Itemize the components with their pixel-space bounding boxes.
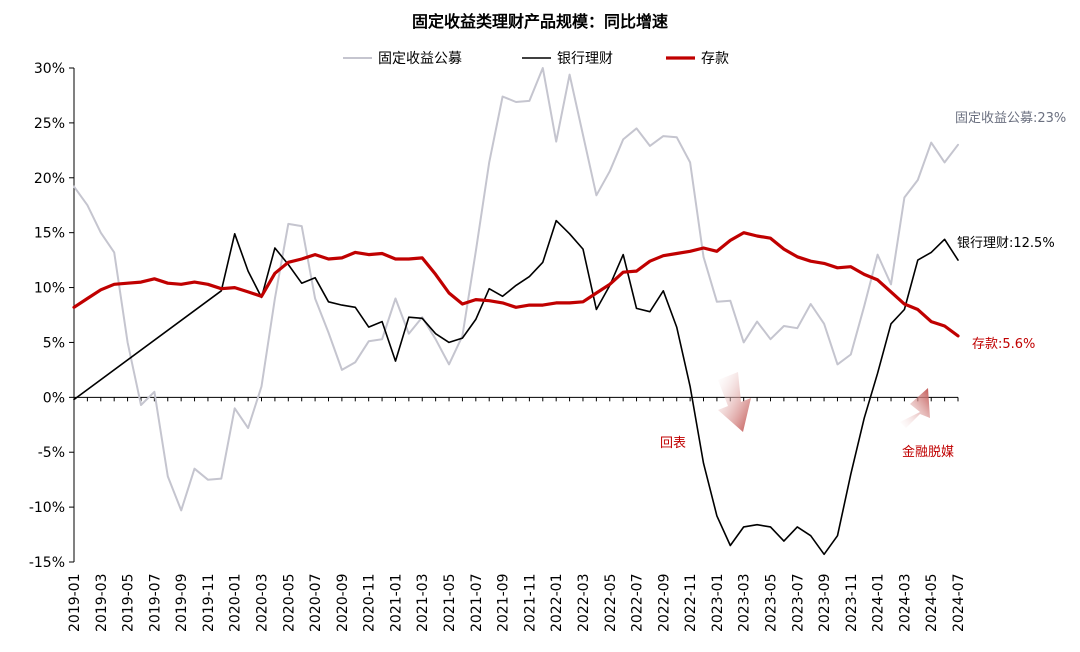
x-tick-label: 2020-07 [308,574,324,633]
legend: 固定收益公募 银行理财 存款 [343,51,729,67]
x-tick-label: 2021-05 [442,574,458,633]
x-tick-label: 2020-09 [335,574,351,633]
y-tick-label: -15% [29,555,65,571]
x-tick-label: 2023-07 [790,574,806,633]
y-tick-label: 10% [34,281,65,297]
annotation-disintermediation: 金融脱媒 [902,444,954,460]
x-tick-label: 2019-07 [147,574,163,633]
x-tick-label: 2020-01 [228,574,244,633]
axes: 30% 25% 20% 15% 10% 5% 0% -5% -10% -15%2019-01 201… [29,61,967,632]
x-tick-label: 2024-01 [871,574,887,633]
series-fixed-income-line [73,67,959,512]
x-tick-label: 2021-01 [388,574,404,633]
y-tick-label: -10% [29,500,65,516]
x-tick-label: 2022-07 [630,574,646,633]
end-label-bank-wealth: 银行理财:12.5% [957,236,1055,251]
x-tick-label: 2023-01 [710,574,726,633]
x-tick-label: 2019-03 [94,574,110,633]
x-tick-label: 2023-03 [737,574,753,633]
x-tick-label: 2022-03 [576,574,592,633]
end-label-deposit: 存款:5.6% [972,337,1035,352]
x-tick-label: 2019-05 [121,574,137,633]
x-tick-label: 2021-11 [522,574,538,633]
series-bank-wealth-line [73,219,959,556]
x-tick-label: 2022-05 [603,574,619,633]
x-tick-label: 2023-09 [817,574,833,633]
end-label-fixed-income: 固定收益公募:23% [955,111,1066,126]
x-tick-label: 2023-11 [844,574,860,633]
x-tick-label: 2021-03 [415,574,431,633]
y-tick-label: 15% [34,226,65,242]
x-tick-label: 2021-09 [496,574,512,633]
x-tick-label: 2022-09 [656,574,672,633]
y-tick-label: 0% [43,390,65,406]
arrow-down-icon [718,372,751,432]
x-tick-label: 2020-05 [281,574,297,633]
x-tick-label: 2019-09 [174,574,190,633]
x-tick-label: 2022-01 [549,574,565,633]
x-tick-label: 2020-11 [362,574,378,633]
x-tick-label: 2024-03 [897,574,913,633]
x-tick-label: 2021-07 [469,574,485,633]
legend-label-bank-wealth: 银行理财 [557,51,613,67]
series-deposit-line [72,231,960,338]
y-tick-label: -5% [38,445,65,461]
y-tick-label: 5% [43,335,65,351]
x-tick-label: 2023-05 [763,574,779,633]
arrow-up-icon [900,388,930,428]
x-tick-label: 2019-11 [201,574,217,633]
legend-label-fixed-income: 固定收益公募 [378,51,462,67]
legend-label-deposit: 存款 [701,51,729,67]
series-layer [72,67,960,556]
x-tick-label: 2022-11 [683,574,699,633]
y-tick-label: 30% [34,61,65,77]
x-tick-label: 2019-01 [67,574,83,633]
x-tick-label: 2024-07 [951,574,967,633]
y-tick-label: 20% [34,171,65,187]
x-tick-label: 2020-03 [255,574,271,633]
annotation-huibiao: 回表 [660,436,686,451]
chart-title: 固定收益类理财产品规模：同比增速 [412,12,668,31]
x-tick-label: 2024-05 [924,574,940,633]
y-tick-label: 25% [34,116,65,132]
